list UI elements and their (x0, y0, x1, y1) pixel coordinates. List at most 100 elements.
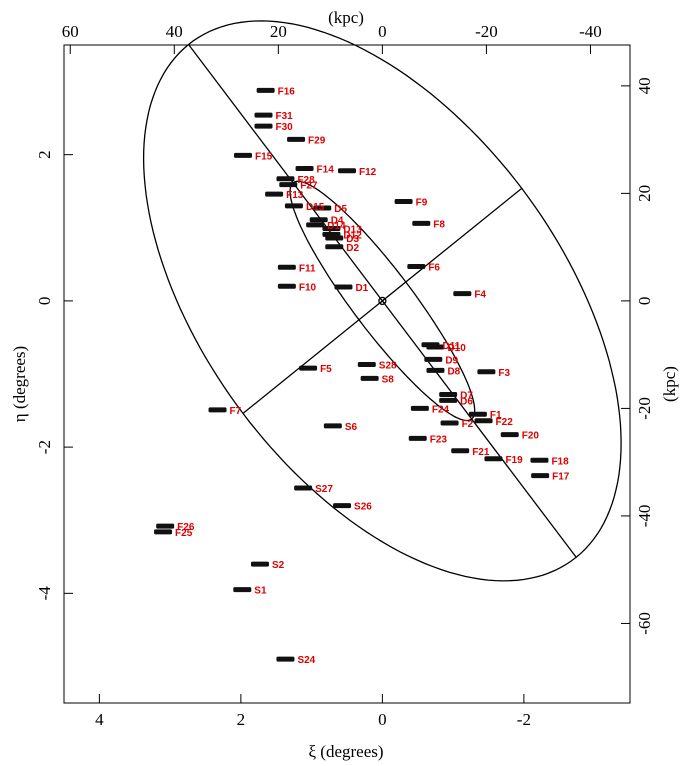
x2-tick-label: -40 (579, 22, 602, 41)
field-label: F25 (175, 528, 193, 539)
field-marker (325, 244, 344, 250)
field-marker (530, 457, 549, 463)
field-label: D13 (343, 225, 362, 236)
field-label: D9 (445, 355, 458, 366)
field-label: D4 (331, 216, 344, 227)
field-label: F26 (177, 522, 195, 533)
field-marker (156, 523, 175, 529)
x2-tick-label: 60 (62, 22, 79, 41)
x-tick-label: 4 (95, 710, 104, 729)
y-tick-label: -4 (35, 586, 54, 601)
field-label: D2 (346, 243, 359, 254)
field-label: D11 (442, 341, 460, 352)
field-label: F7 (230, 406, 242, 417)
field-label: F19 (505, 455, 523, 466)
field-marker (323, 423, 342, 429)
field-marker (325, 235, 344, 241)
field-marker (412, 220, 431, 226)
field-label: F5 (320, 364, 332, 375)
field-label: F1 (490, 410, 502, 421)
field-marker (338, 168, 356, 174)
field-marker (287, 136, 306, 142)
field-label: F14 (317, 165, 335, 176)
field-marker (313, 205, 332, 211)
field-label: D6 (460, 396, 473, 407)
field-marker (277, 264, 296, 270)
field-label: D1 (355, 283, 368, 294)
field-label: S2 (272, 560, 285, 571)
field-label: F30 (276, 122, 294, 133)
field-label: F3 (498, 368, 510, 379)
field-label: F23 (430, 434, 448, 445)
ellipse-layer (142, 20, 622, 582)
field-marker (474, 418, 493, 424)
field-label: S28 (379, 360, 397, 371)
field-label: F10 (299, 282, 317, 293)
field-marker (531, 473, 550, 479)
field-marker (453, 291, 472, 297)
y2-tick-label: 20 (635, 185, 654, 202)
field-marker (408, 435, 427, 441)
field-label: F18 (551, 456, 569, 467)
field-label: F12 (359, 167, 377, 178)
field-marker (357, 361, 376, 367)
field-marker (250, 561, 269, 567)
field-label: F21 (472, 447, 490, 458)
field-marker (439, 391, 458, 397)
field-marker (295, 166, 314, 172)
field-label: F20 (522, 431, 540, 442)
field-label: F2 (462, 419, 474, 430)
y2-tick-label: 0 (635, 297, 654, 306)
plot-frame (63, 44, 631, 704)
plot-border (63, 44, 631, 704)
y2-tick-label: 40 (635, 77, 654, 94)
field-label: F27 (300, 181, 318, 192)
field-marker (407, 264, 426, 270)
field-marker (208, 407, 227, 413)
field-label: F28 (297, 175, 315, 186)
field-marker (484, 456, 503, 462)
field-label: F29 (308, 135, 326, 146)
y-tick-label: -2 (35, 440, 54, 454)
field-marker (299, 365, 318, 371)
field-marker (477, 369, 496, 375)
field-marker (256, 87, 275, 93)
y-tick-label: 2 (35, 150, 54, 159)
x2-tick-label: 0 (378, 22, 387, 41)
field-label: S6 (345, 422, 358, 433)
field-marker (279, 182, 298, 188)
field-label: F17 (552, 472, 570, 483)
field-marker (309, 217, 328, 223)
field-label: S1 (254, 586, 267, 597)
y-axis-title: η (degrees) (10, 346, 29, 422)
field-marker (294, 485, 313, 491)
field-marker (468, 411, 487, 417)
field-marker (154, 529, 173, 535)
outer-ellipse (142, 20, 622, 582)
field-marker (500, 432, 519, 438)
field-marker (276, 656, 295, 662)
field-label: S8 (382, 374, 395, 385)
field-label: D14 (327, 221, 346, 232)
field-marker (426, 367, 445, 373)
field-marker (410, 405, 429, 411)
field-label: F4 (474, 290, 486, 301)
field-marker (233, 152, 252, 158)
field-marker (360, 375, 379, 381)
field-label: F9 (416, 197, 428, 208)
field-marker (254, 123, 273, 129)
field-marker (277, 283, 296, 289)
field-label: S26 (354, 502, 372, 513)
field-marker (394, 198, 413, 204)
field-label: F22 (496, 417, 514, 428)
field-label: F31 (276, 111, 294, 122)
field-label: D15 (306, 202, 325, 213)
center-cross (379, 298, 386, 304)
field-marker (233, 587, 252, 593)
field-label: D3 (346, 234, 359, 245)
x2-tick-label: 40 (166, 22, 183, 41)
field-marker (439, 397, 458, 403)
field-marker (426, 344, 445, 350)
